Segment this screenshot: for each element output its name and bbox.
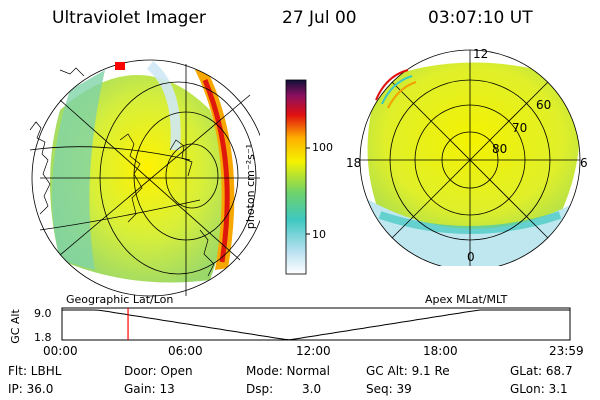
- color-scale: [285, 79, 310, 275]
- sequence-value: Seq: 39: [366, 382, 412, 396]
- image-time: 03:07:10 UT: [428, 8, 533, 28]
- left-map-label: Geographic Lat/Lon: [66, 293, 174, 306]
- image-date: 27 Jul 00: [282, 8, 357, 28]
- altitude-axis-label: GC Alt: [8, 309, 22, 344]
- time-tick-0: 00:00: [43, 344, 78, 358]
- map-marker: [115, 62, 125, 70]
- altitude-tick-high: 9.0: [34, 307, 52, 320]
- lat-lon-grid: [29, 59, 260, 297]
- geographic-map: [29, 59, 260, 297]
- colorbar-tick-10: 10: [312, 228, 326, 241]
- instrument-title: Ultraviolet Imager: [52, 8, 206, 28]
- colorbar-tick-100: 100: [312, 141, 333, 154]
- mlt-label-6: 6: [580, 156, 588, 170]
- right-map-label: Apex MLat/MLT: [425, 293, 508, 306]
- gc-altitude-value: GC Alt: 9.1 Re: [366, 364, 450, 378]
- mlat-label-70: 70: [512, 121, 528, 135]
- altitude-plot-frame: [61, 307, 571, 341]
- time-tick-18: 18:00: [423, 344, 458, 358]
- mlat-label-80: 80: [492, 142, 508, 156]
- time-tick-end: 23:59: [549, 344, 584, 358]
- dsp-label: Dsp:: [246, 382, 274, 396]
- geo-lon-value: GLon: 3.1: [510, 382, 568, 396]
- mlt-label-12: 12: [473, 47, 489, 61]
- door-status: Door: Open: [124, 364, 193, 378]
- time-tick-6: 06:00: [168, 344, 203, 358]
- dayside-arcs: [375, 69, 417, 109]
- altitude-plot: [61, 307, 571, 341]
- gain-value: Gain: 13: [124, 382, 175, 396]
- time-tick-12: 12:00: [296, 344, 331, 358]
- altitude-tick-low: 1.8: [34, 331, 52, 344]
- mode-value: Mode: Normal: [246, 364, 330, 378]
- colorbar-unit-label: photon cm⁻²s⁻¹: [244, 143, 258, 230]
- filter-value: Flt: LBHL: [8, 364, 62, 378]
- altitude-curve: [62, 309, 570, 341]
- ip-value: IP: 36.0: [8, 382, 54, 396]
- dsp-value: 3.0: [302, 382, 322, 396]
- mlt-label-18: 18: [346, 156, 362, 170]
- magnetic-map: [359, 49, 581, 266]
- coastlines: [29, 67, 215, 277]
- mlat-mlt-grid: [359, 49, 581, 266]
- geo-lat-value: GLat: 68.7: [510, 364, 573, 378]
- mlt-label-0: 0: [467, 250, 475, 264]
- mlat-label-60: 60: [536, 98, 552, 112]
